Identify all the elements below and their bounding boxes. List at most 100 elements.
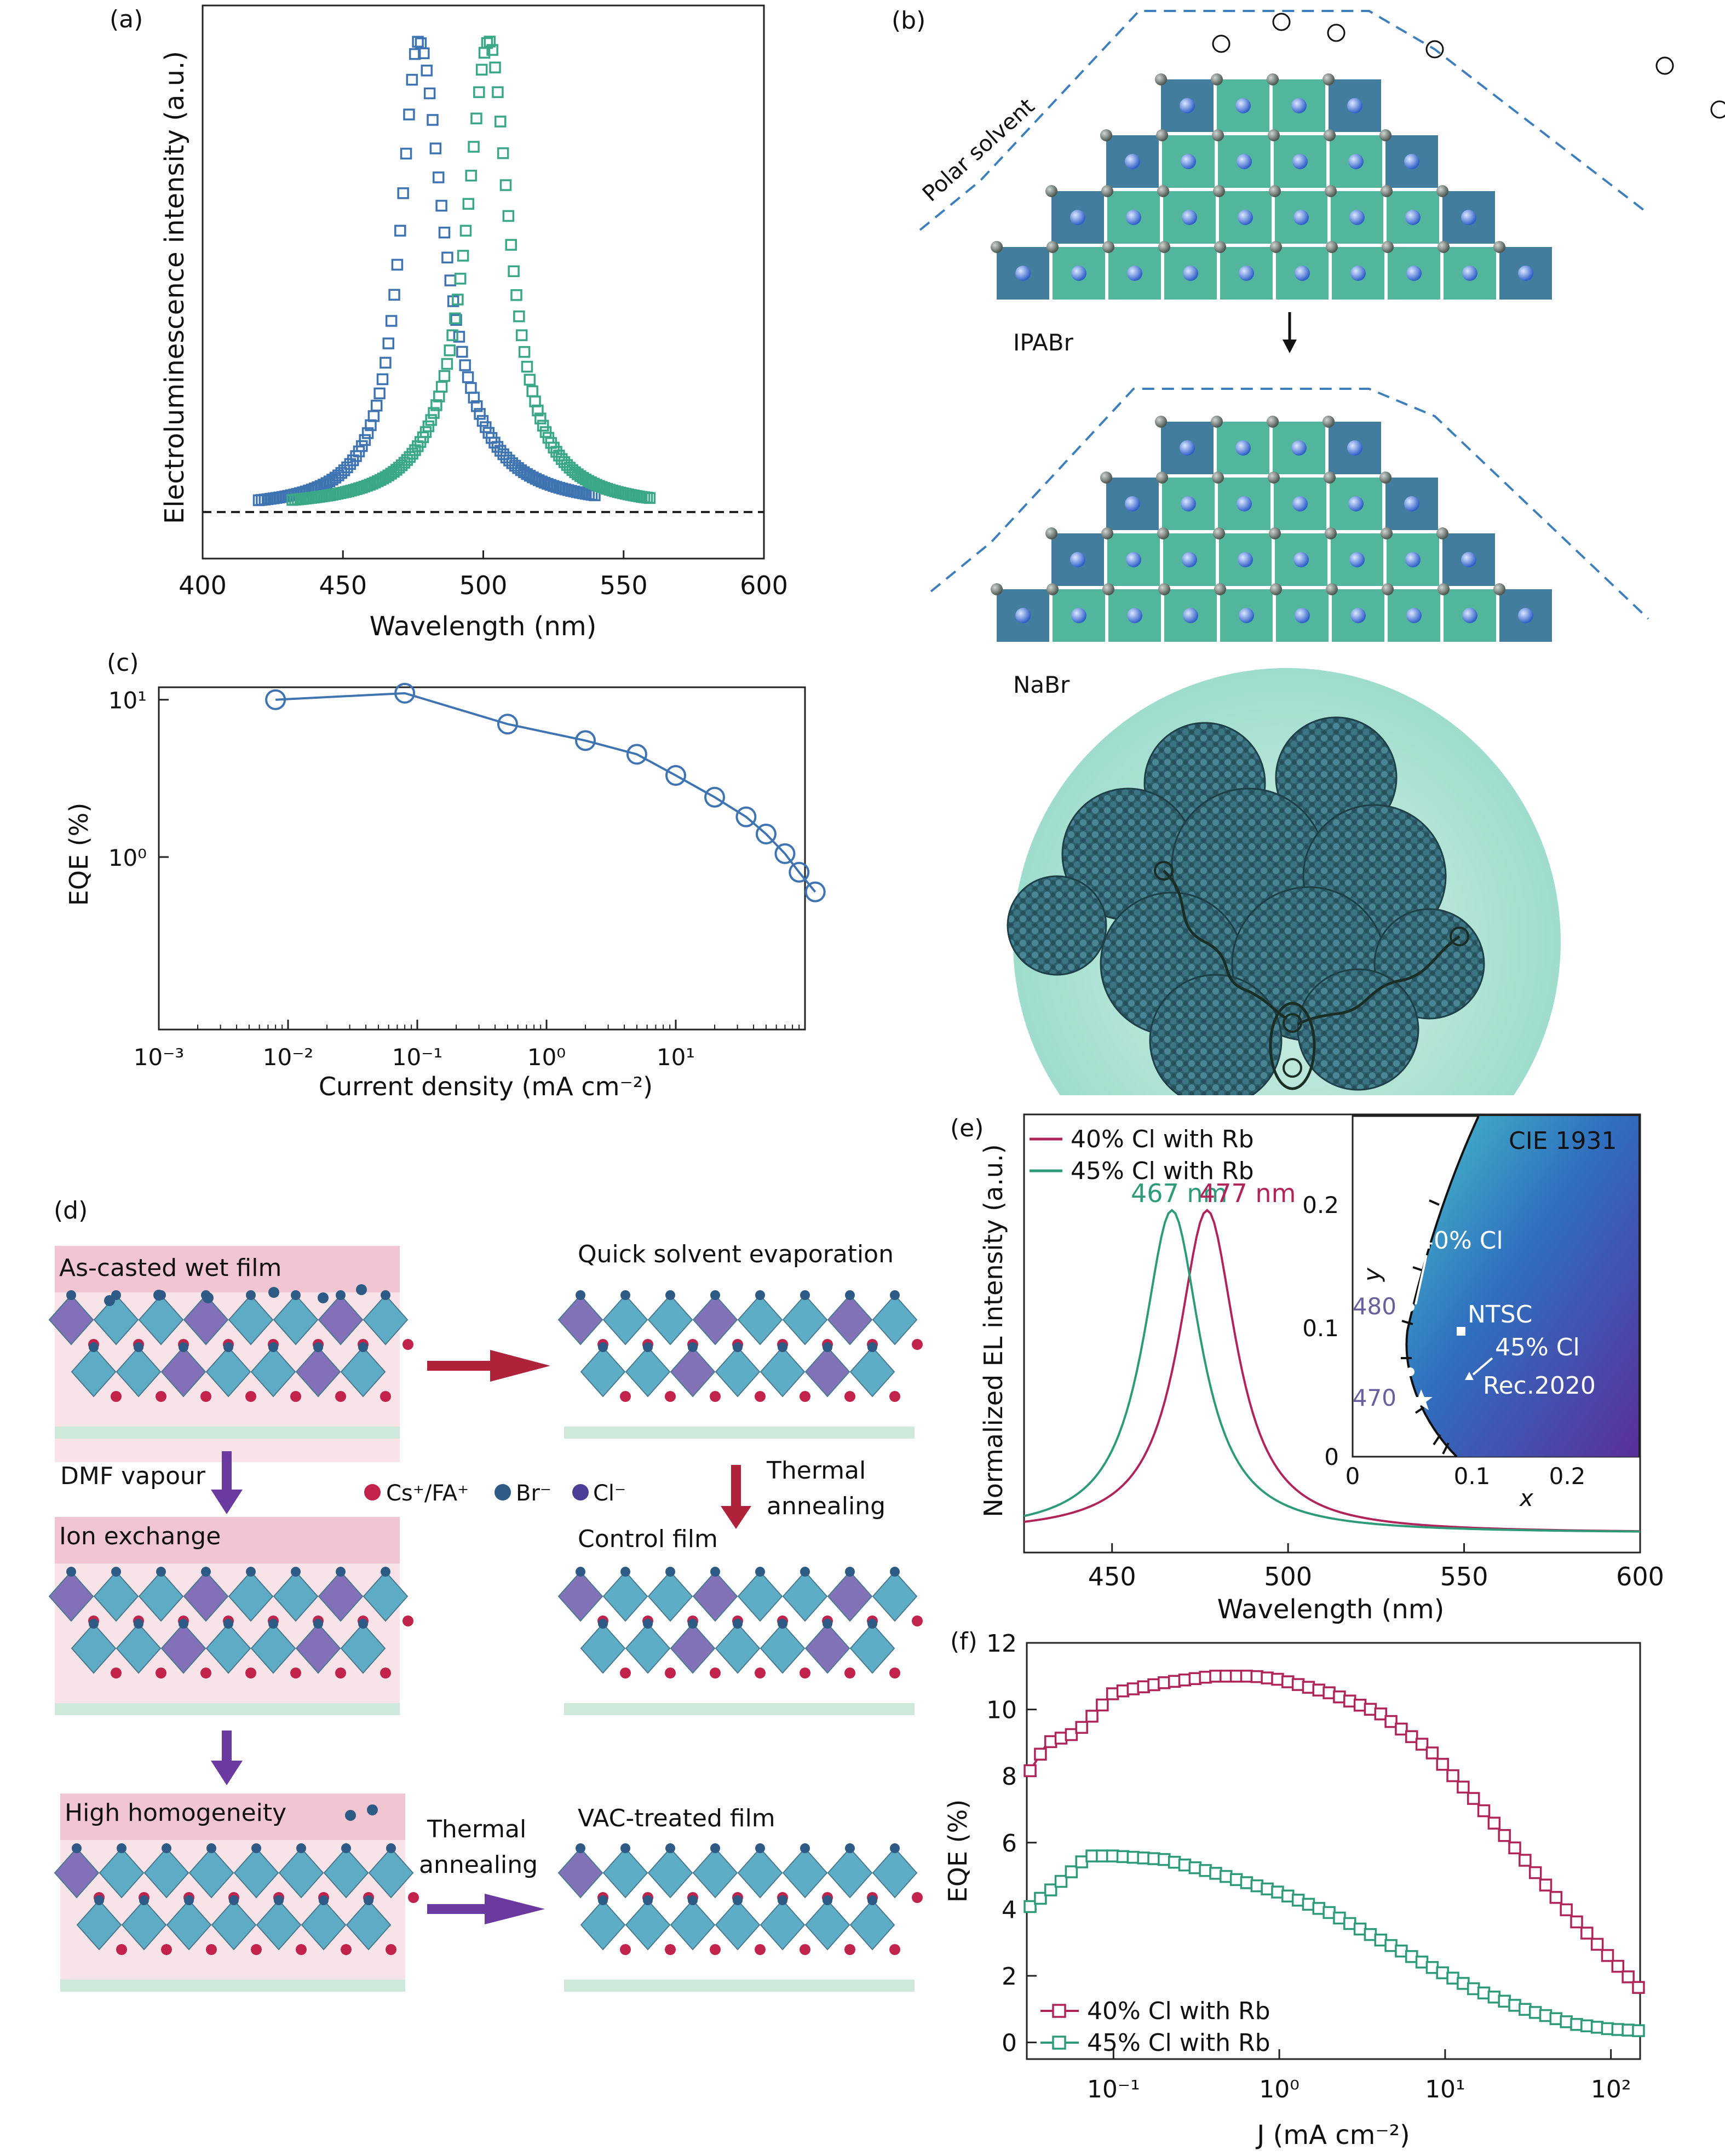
f-point-1 <box>1199 1864 1212 1877</box>
film2-cation <box>912 1339 923 1350</box>
f-xtick-label: 10¹ <box>1425 2075 1465 2103</box>
film2-octahedron <box>827 1294 873 1346</box>
panel-c-chart: (c) 10⁻³ 10⁻² 10⁻¹ 10⁰ 10¹ 10¹ 10⁰ Current den… <box>64 649 826 1101</box>
f-point-1 <box>1116 1850 1130 1864</box>
a-point-blue <box>476 415 489 427</box>
e-series-1 <box>1024 1209 1641 1533</box>
ion-exchange-label: Ion exchange <box>59 1522 221 1550</box>
mid-cation <box>1015 608 1031 623</box>
a-point-blue <box>465 382 477 394</box>
f-point-0 <box>1323 1686 1336 1699</box>
f-point-0 <box>1312 1683 1326 1697</box>
f-point-1 <box>1158 1853 1171 1866</box>
f-xtick-label: 10² <box>1591 2075 1631 2103</box>
a-point-blue <box>356 440 368 452</box>
top-cation <box>1348 154 1364 169</box>
f-point-1 <box>1395 1944 1408 1958</box>
f-point-1 <box>1106 1849 1119 1862</box>
film5-octahedron <box>188 1847 234 1899</box>
film5-anion <box>72 1843 82 1853</box>
f-point-0 <box>1436 1758 1449 1771</box>
c-ytick-label: 10¹ <box>108 687 147 714</box>
panel-f-letter: (f) <box>950 1628 978 1655</box>
top-cation <box>1127 266 1142 281</box>
panel-a-letter: (a) <box>110 5 143 33</box>
film2-anion <box>800 1290 810 1300</box>
mid-cation <box>1071 608 1086 623</box>
a-point-blue <box>397 187 409 199</box>
a-point-blue <box>542 478 554 490</box>
panel-e-legend: 40% Cl with Rb 45% Cl with Rb <box>1030 1125 1254 1185</box>
c-point <box>755 823 777 844</box>
floating-ion <box>104 1295 115 1306</box>
panel-e-ylabel: Normalized EL intensity (a.u.) <box>979 1144 1008 1517</box>
a-point-green <box>475 64 488 76</box>
film3-octahedron <box>48 1571 94 1622</box>
panel-f-chart: (f) 10⁻¹ 10⁰ 10¹ 10² 0 2 4 6 8 10 12 40% Cl with R… <box>943 1628 1645 2151</box>
film2-anion <box>733 1342 743 1352</box>
f-point-0 <box>1632 1981 1645 1994</box>
top-cation <box>1295 266 1310 281</box>
a-point-blue <box>470 400 483 412</box>
nanocrystal-film <box>958 668 1698 1095</box>
mid-anion <box>1323 416 1335 428</box>
film5-anion <box>139 1895 149 1905</box>
a-point-blue <box>382 337 395 349</box>
f-point-1 <box>1024 1900 1037 1913</box>
f-point-0 <box>1250 1670 1264 1683</box>
plus-ion <box>1655 56 1674 75</box>
mid-anion <box>1045 527 1057 539</box>
e-xtick-label: 500 <box>1264 1562 1312 1591</box>
mid-anion <box>991 583 1003 595</box>
film5-anion <box>341 1843 351 1853</box>
top-cation <box>1126 210 1141 225</box>
arrow-dmf: DMF vapour <box>60 1451 243 1514</box>
panel-c-marks <box>265 682 826 902</box>
film4-anion <box>710 1567 720 1577</box>
e-xtick-label: 550 <box>1440 1562 1488 1591</box>
film2-cation <box>889 1391 900 1402</box>
f-ytick-label: 2 <box>1002 1963 1017 1991</box>
film2-octahedron <box>625 1346 671 1398</box>
c-point <box>804 881 826 902</box>
film3-octahedron <box>340 1623 386 1674</box>
mid-anion <box>1102 583 1114 595</box>
film4-cation <box>665 1668 676 1678</box>
f-point-1 <box>1436 1966 1449 1980</box>
film6-anion <box>845 1843 855 1853</box>
a-point-green <box>497 147 509 159</box>
film5-anion <box>386 1843 396 1853</box>
panel-f-ticks: 10⁻¹ 10⁰ 10¹ 10² 0 2 4 6 8 10 12 <box>986 1630 1631 2103</box>
film1-anion <box>246 1290 256 1300</box>
film6-anion <box>665 1843 675 1853</box>
film5-cation <box>386 1944 396 1955</box>
top-anion <box>1325 185 1337 197</box>
film6-anion <box>867 1895 877 1905</box>
film4-octahedron <box>760 1623 806 1674</box>
film2-octahedron <box>804 1346 850 1398</box>
film3-cation <box>200 1668 211 1678</box>
plus-ion <box>1272 13 1291 31</box>
film3-cation <box>403 1615 413 1626</box>
top-anion <box>1046 241 1059 253</box>
f-point-0 <box>1116 1684 1130 1698</box>
a-point-green <box>643 492 656 504</box>
film4-octahedron <box>804 1623 850 1674</box>
a-point-green <box>435 381 448 393</box>
c-point <box>497 714 518 735</box>
f-point-1 <box>1384 1939 1398 1952</box>
cie-xlabel: x <box>1519 1485 1534 1511</box>
f-point-1 <box>1312 1902 1326 1915</box>
a-point-blue <box>462 371 474 383</box>
f-point-0 <box>1353 1698 1367 1712</box>
panel-a-ticks: 400 450 500 550 600 <box>179 550 788 600</box>
f-point-1 <box>1425 1961 1439 1974</box>
panel-f-marks <box>1024 1670 1645 2037</box>
f-point-1 <box>1271 1885 1284 1899</box>
film4-anion <box>643 1619 653 1629</box>
film2-octahedron <box>715 1346 761 1398</box>
cie-label-470: 470 <box>1353 1384 1396 1411</box>
c-point <box>735 806 757 827</box>
panel-b-schematic: (b) Polar solvent IPABr NaBr <box>892 7 1725 1095</box>
film5-cation <box>161 1944 172 1955</box>
